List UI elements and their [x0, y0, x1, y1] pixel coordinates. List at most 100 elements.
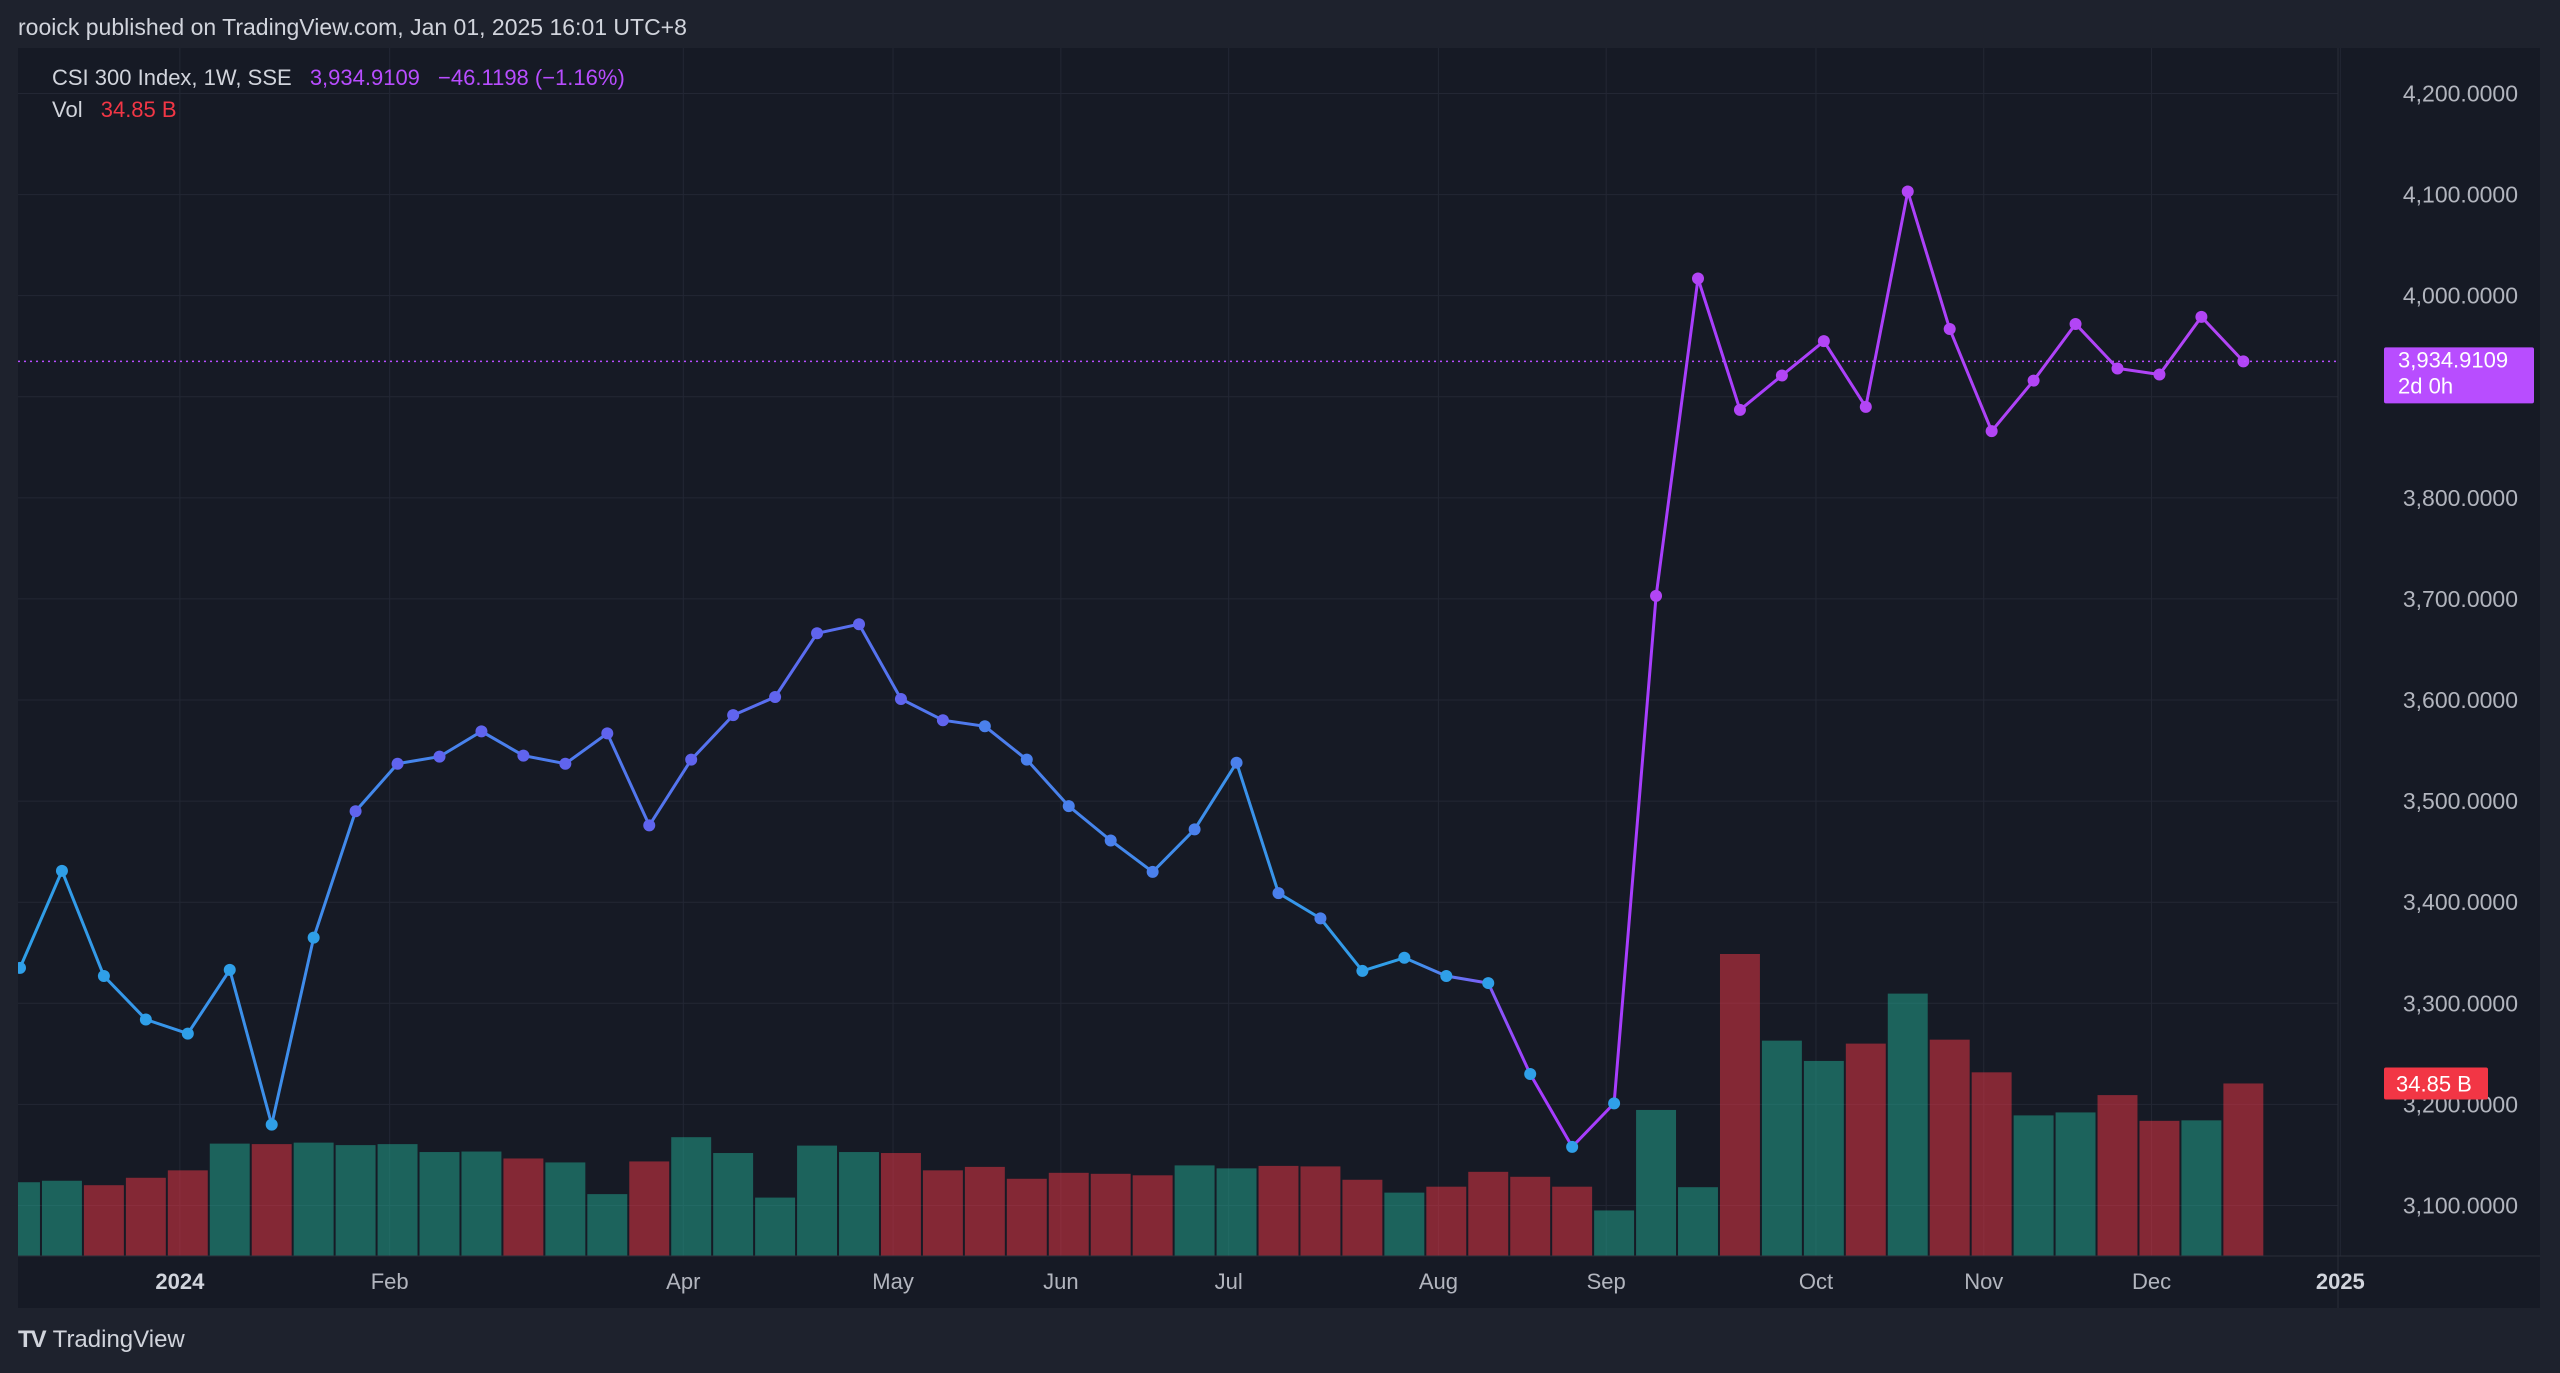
y-tick-label: 3,500.0000 — [2403, 788, 2518, 814]
last-price: 3,934.9109 — [309, 65, 420, 90]
volume-bar — [964, 1166, 1005, 1256]
price-point — [936, 714, 949, 727]
price-point — [349, 805, 362, 818]
volume-bar — [880, 1153, 921, 1256]
price-point — [2069, 317, 2082, 330]
price-point — [18, 961, 26, 974]
price-point — [1524, 1068, 1537, 1081]
volume-bar — [1761, 1040, 1802, 1256]
price-tag-countdown: 2d 0h — [2398, 373, 2453, 398]
volume-bar — [1006, 1178, 1047, 1256]
price-point — [1356, 964, 1369, 977]
volume-bar — [335, 1145, 376, 1256]
price-point — [1440, 969, 1453, 982]
price-chart[interactable]: 3,100.00003,200.00003,300.00003,400.0000… — [18, 48, 2540, 1308]
volume-bar — [1384, 1192, 1425, 1256]
x-tick-label: 2025 — [2316, 1269, 2365, 1294]
price-point — [517, 749, 530, 762]
price-point — [1566, 1140, 1579, 1153]
price-point — [265, 1118, 278, 1131]
symbol-legend: CSI 300 Index, 1W, SSE 3,934.9109 −46.11… — [52, 65, 637, 91]
volume-bar — [2181, 1120, 2222, 1256]
price-point — [1188, 823, 1201, 836]
volume-bar — [1216, 1168, 1257, 1256]
price-point — [307, 931, 320, 944]
price-point — [2237, 355, 2250, 368]
volume-value: 34.85 B — [100, 97, 177, 122]
y-tick-label: 4,200.0000 — [2403, 80, 2518, 106]
brand-name: TradingView — [52, 1326, 185, 1353]
price-point — [685, 753, 698, 766]
price-point — [1692, 272, 1704, 285]
price-point — [1608, 1097, 1621, 1110]
volume-bar — [2223, 1083, 2264, 1256]
tradingview-logo[interactable]: TV TradingView — [18, 1326, 185, 1354]
volume-bar — [1174, 1165, 1215, 1256]
volume-bar — [839, 1152, 879, 1256]
volume-bar — [2139, 1120, 2180, 1256]
y-tick-label: 3,600.0000 — [2403, 687, 2518, 713]
price-point — [475, 725, 488, 738]
y-tick-label: 3,400.0000 — [2403, 889, 2518, 915]
price-tag — [2384, 347, 2534, 404]
symbol-name[interactable]: CSI 300 Index, 1W, SSE — [52, 65, 292, 90]
volume-bar — [209, 1143, 250, 1256]
volume-bar — [629, 1161, 670, 1256]
price-point — [1985, 425, 1998, 438]
x-tick-label: Sep — [1587, 1269, 1626, 1294]
price-point — [1104, 834, 1117, 847]
volume-bar — [2055, 1112, 2096, 1256]
price-point — [1733, 403, 1746, 416]
price-point — [223, 963, 236, 976]
price-point — [1020, 753, 1033, 766]
volume-bar — [1258, 1165, 1299, 1256]
volume-bar — [503, 1158, 544, 1256]
volume-bar — [83, 1185, 124, 1256]
volume-bar — [713, 1153, 754, 1256]
price-change: −46.1198 (−1.16%) — [438, 65, 625, 90]
publish-info: rooick published on TradingView.com, Jan… — [18, 14, 687, 40]
chart-area[interactable]: 3,100.0000 3,200.0000 3,300.0000 3,400.0000… — [18, 48, 2540, 1308]
volume-bar — [797, 1145, 838, 1256]
volume-bar — [167, 1170, 208, 1256]
price-point — [643, 819, 656, 832]
volume-tag-value: 34.85 B — [2396, 1071, 2472, 1096]
y-tick-label: 3,100.0000 — [2403, 1192, 2518, 1218]
price-point — [559, 757, 572, 770]
y-tick-label: 4,100.0000 — [2403, 182, 2518, 208]
price-point — [1943, 323, 1956, 336]
price-point — [1650, 589, 1663, 602]
volume-bar — [587, 1194, 628, 1256]
price-tag-value: 3,934.9109 — [2398, 347, 2508, 372]
price-point — [2111, 362, 2124, 375]
price-point — [1901, 185, 1914, 198]
volume-bar — [1719, 954, 1760, 1256]
price-point — [1859, 400, 1872, 413]
price-point — [1398, 951, 1411, 964]
price-point — [1272, 887, 1285, 900]
volume-bar — [1929, 1039, 1970, 1256]
price-point — [1146, 865, 1159, 878]
volume-bar — [1510, 1176, 1551, 1256]
price-point — [1230, 756, 1243, 769]
volume-bar — [1887, 993, 1928, 1256]
volume-bar — [1132, 1175, 1173, 1256]
price-point — [601, 727, 614, 740]
price-point — [181, 1027, 194, 1040]
x-tick-label: Dec — [2132, 1269, 2171, 1294]
volume-bar — [1300, 1166, 1341, 1256]
volume-bar — [1845, 1043, 1886, 1256]
volume-bar — [377, 1144, 418, 1256]
price-point — [978, 720, 991, 733]
volume-bar — [461, 1151, 502, 1256]
price-point — [139, 1013, 152, 1026]
x-tick-label: Nov — [1964, 1269, 2003, 1294]
volume-label[interactable]: Vol — [52, 97, 83, 122]
y-tick-label: 4,000.0000 — [2403, 283, 2518, 309]
volume-bar — [1678, 1187, 1718, 1256]
volume-bar — [1636, 1109, 1677, 1256]
volume-bar — [755, 1197, 796, 1256]
price-point — [853, 618, 865, 631]
price-line — [18, 191, 2245, 1150]
price-point — [433, 750, 446, 763]
